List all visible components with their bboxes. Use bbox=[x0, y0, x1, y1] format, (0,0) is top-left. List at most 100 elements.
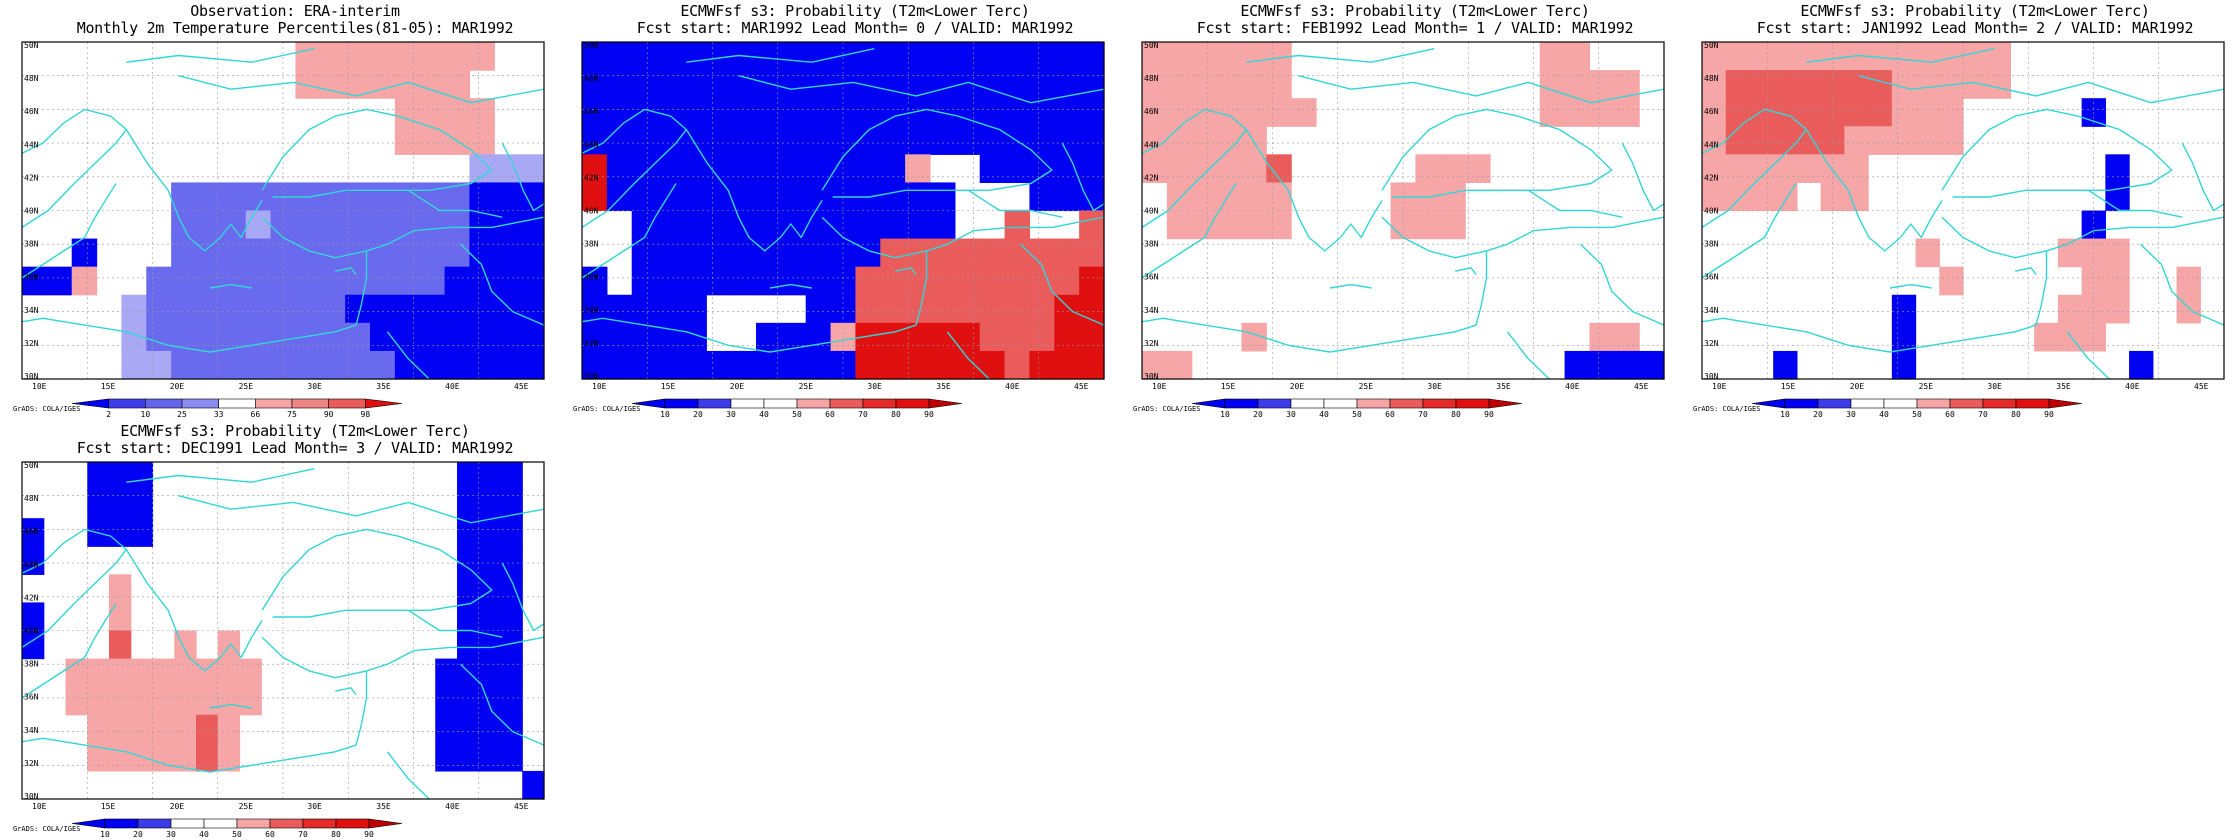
grid-cell bbox=[1589, 98, 1615, 127]
grid-cell bbox=[220, 294, 247, 324]
grid-cell bbox=[2105, 238, 2130, 268]
grid-cell bbox=[631, 182, 658, 212]
lon-tick-label: 25E bbox=[239, 382, 254, 391]
colorbar-swatch bbox=[1883, 398, 1918, 409]
grid-cell bbox=[1079, 350, 1105, 380]
coastline bbox=[1527, 189, 1623, 218]
grid-cell bbox=[1773, 42, 1798, 71]
grid-cell bbox=[1004, 154, 1031, 184]
grid-cell bbox=[1054, 322, 1080, 352]
grid-cell bbox=[1702, 42, 1727, 71]
colorbar-label: 30 bbox=[726, 410, 736, 419]
grid-cell bbox=[1166, 154, 1193, 184]
grid-cell bbox=[109, 630, 132, 660]
grid-cell bbox=[731, 154, 757, 184]
grid-cell bbox=[1915, 98, 1940, 127]
grid-cell bbox=[681, 266, 707, 296]
grid-cell bbox=[1891, 322, 1917, 352]
map-panel-lead2: ECMWFsf s3: Probability (T2m<Lower Terc)… bbox=[1690, 0, 2240, 420]
coastline bbox=[1580, 243, 1665, 326]
lon-tick-label: 35E bbox=[376, 382, 391, 391]
colorbar-swatch bbox=[1916, 398, 1951, 409]
colorbar-swatch bbox=[1784, 398, 1819, 409]
grid-cell bbox=[1191, 126, 1218, 155]
grid-cell bbox=[631, 294, 658, 324]
colorbar-label: 90 bbox=[2044, 410, 2054, 419]
lon-tick-label: 10E bbox=[32, 802, 47, 811]
grid-cell bbox=[1004, 42, 1031, 71]
lon-tick-label: 10E bbox=[1152, 382, 1167, 391]
grid-cell bbox=[320, 294, 346, 324]
grid-cell bbox=[1079, 294, 1105, 324]
grid-cell bbox=[1725, 182, 1751, 212]
title-line-2: Fcst start: MAR1992 Lead Month= 0 / VALI… bbox=[636, 19, 1074, 37]
colorbar-label: 20 bbox=[1253, 410, 1263, 419]
colorbar-swatch bbox=[664, 398, 699, 409]
coastline bbox=[261, 216, 545, 259]
grid-cell bbox=[756, 210, 782, 240]
grid-cell bbox=[500, 602, 523, 632]
grid-cell bbox=[905, 126, 931, 155]
grid-cell bbox=[1241, 42, 1267, 71]
grid-cell bbox=[681, 70, 707, 99]
grid-cell bbox=[780, 98, 807, 127]
grid-cell bbox=[444, 266, 471, 296]
coastline bbox=[2087, 189, 2183, 218]
coastline bbox=[125, 129, 263, 252]
grid-cell bbox=[1844, 126, 1869, 155]
grid-cell bbox=[469, 42, 495, 71]
grid-cell bbox=[954, 238, 981, 268]
grid-cell bbox=[1725, 126, 1751, 155]
grid-cell bbox=[270, 350, 297, 380]
grid-cell bbox=[905, 154, 931, 184]
lon-tick-label: 20E bbox=[730, 382, 745, 391]
grid-cell bbox=[1749, 182, 1774, 212]
lat-tick-label: 32N bbox=[1704, 339, 1719, 348]
grid-cell bbox=[855, 70, 881, 99]
grid-cell bbox=[519, 294, 545, 324]
grid-cell bbox=[1844, 154, 1869, 184]
colorbar-swatch bbox=[269, 818, 304, 829]
colorbar-label: 40 bbox=[1879, 410, 1889, 419]
grid-cell bbox=[1390, 210, 1417, 240]
lon-tick-label: 15E bbox=[1221, 382, 1236, 391]
grid-cell bbox=[444, 350, 471, 380]
coastline bbox=[821, 216, 1105, 259]
grid-cell bbox=[2081, 238, 2106, 268]
grid-cell bbox=[217, 658, 241, 688]
grid-cell bbox=[1054, 126, 1080, 155]
grid-cell bbox=[656, 350, 683, 380]
grid-cell bbox=[419, 210, 446, 240]
grid-cell bbox=[1796, 42, 1822, 71]
grid-cell bbox=[419, 322, 446, 352]
colorbar-swatch bbox=[137, 818, 172, 829]
grid-cell bbox=[1079, 238, 1105, 268]
colorbar-label: 40 bbox=[1319, 410, 1329, 419]
grid-cell bbox=[731, 98, 757, 127]
lat-tick-label: 30N bbox=[1704, 372, 1719, 381]
colorbar-swatch bbox=[291, 398, 329, 409]
lon-tick-label: 45E bbox=[1074, 382, 1089, 391]
grid-cell bbox=[109, 686, 132, 716]
grid-cell bbox=[1796, 70, 1822, 99]
grid-cell bbox=[1725, 70, 1751, 99]
grid-cell bbox=[706, 182, 732, 212]
grid-cell bbox=[1142, 126, 1168, 155]
grid-cell bbox=[500, 546, 523, 575]
colorbar-label: 60 bbox=[265, 830, 275, 839]
grid-cell bbox=[880, 182, 906, 212]
grid-cell bbox=[979, 322, 1006, 352]
lon-tick-label: 10E bbox=[32, 382, 47, 391]
grid-cell bbox=[457, 574, 480, 604]
lon-tick-label: 30E bbox=[867, 382, 882, 391]
grid-cell bbox=[152, 658, 175, 688]
grid-cell bbox=[1142, 154, 1168, 184]
grid-cell bbox=[656, 70, 683, 99]
colorbar-label: 50 bbox=[792, 410, 802, 419]
grid-cell bbox=[756, 350, 782, 380]
grid-cell bbox=[1891, 126, 1917, 155]
lat-tick-label: 48N bbox=[24, 494, 39, 503]
coastline bbox=[581, 250, 928, 353]
colorbar-label: 10 bbox=[1220, 410, 1230, 419]
grid-cell bbox=[1029, 238, 1055, 268]
